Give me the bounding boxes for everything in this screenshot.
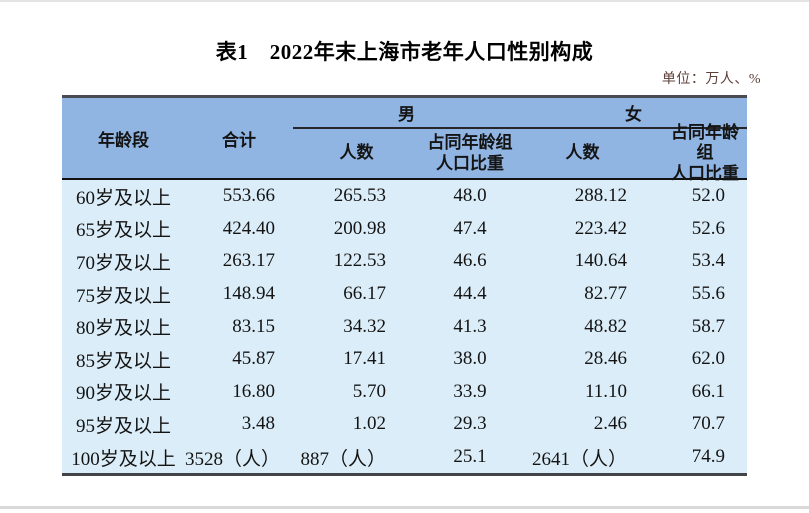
header-total: 合计 — [222, 130, 256, 150]
cell-male-share: 48.0 — [453, 185, 487, 207]
cell-total: 45.87 — [232, 348, 275, 370]
cell-age-group: 100岁及以上 — [71, 448, 176, 470]
cell-female-share: 74.9 — [691, 446, 725, 468]
header-male-share: 占同年龄组 人口比重 — [420, 129, 520, 178]
cell-total: 83.15 — [232, 315, 275, 337]
cell-age-group: 85岁及以上 — [75, 350, 171, 372]
cell-total: 148.94 — [222, 283, 275, 305]
cell-male-share: 29.3 — [453, 413, 487, 435]
cell-total: 263.17 — [222, 250, 275, 272]
cell-male-share: 47.4 — [453, 217, 487, 239]
cell-female-share: 55.6 — [691, 283, 725, 305]
page-bottom-edge — [0, 506, 809, 509]
cell-total: 3.48 — [241, 413, 275, 435]
cell-age-group: 70岁及以上 — [75, 252, 171, 274]
cell-male-count: 1.02 — [352, 413, 386, 435]
table-row: 90岁及以上 16.80 5.70 33.9 11.10 66.1 — [62, 376, 747, 409]
header-female-share-line1: 占同年龄组 — [671, 122, 739, 163]
table-title: 表1 2022年末上海市老年人口性别构成 — [215, 40, 594, 64]
page-top-edge — [0, 0, 809, 2]
cell-female-share: 66.1 — [691, 380, 725, 402]
table-row: 100岁及以上 3528（人） 887（人） 25.1 2641（人） 74.9 — [62, 441, 747, 474]
cell-male-share: 44.4 — [453, 283, 487, 305]
cell-total: 553.66 — [222, 185, 275, 207]
cell-female-share: 70.7 — [691, 413, 725, 435]
cell-age-group: 75岁及以上 — [75, 285, 171, 307]
header-male-share-line1: 占同年龄组 — [427, 133, 513, 153]
cell-female-share: 52.6 — [691, 217, 725, 239]
cell-male-count: 17.41 — [343, 348, 386, 370]
cell-total: 424.40 — [222, 217, 275, 239]
cell-female-count: 223.42 — [574, 217, 627, 239]
cell-age-group: 60岁及以上 — [75, 187, 171, 209]
cell-male-count: 265.53 — [333, 185, 386, 207]
cell-male-count: 200.98 — [333, 217, 386, 239]
cell-male-count: 122.53 — [333, 250, 386, 272]
cell-male-count: 5.70 — [352, 380, 386, 402]
cell-age-group: 80岁及以上 — [75, 318, 171, 340]
cell-female-share: 58.7 — [691, 315, 725, 337]
cell-male-count: 887（人） — [300, 448, 386, 470]
cell-female-share: 53.4 — [691, 250, 725, 272]
header-age-group: 年龄段 — [98, 130, 149, 150]
table-row: 65岁及以上 424.40 200.98 47.4 223.42 52.6 — [62, 213, 747, 246]
table-row: 70岁及以上 263.17 122.53 46.6 140.64 53.4 — [62, 245, 747, 278]
unit-note: 单位：万人、% — [661, 72, 761, 87]
cell-age-group: 65岁及以上 — [75, 220, 171, 242]
cell-female-count: 2641（人） — [531, 448, 627, 470]
header-female: 女 — [520, 98, 747, 129]
cell-male-share: 46.6 — [453, 250, 487, 272]
table-body: 60岁及以上 553.66 265.53 48.0 288.12 52.0 65… — [62, 180, 747, 474]
cell-female-count: 2.46 — [593, 413, 627, 435]
cell-age-group: 95岁及以上 — [75, 415, 171, 437]
cell-age-group: 90岁及以上 — [75, 383, 171, 405]
header-female-count: 人数 — [565, 143, 600, 163]
cell-total: 3528（人） — [185, 448, 281, 470]
cell-female-count: 288.12 — [574, 185, 627, 207]
table-row: 85岁及以上 45.87 17.41 38.0 28.46 62.0 — [62, 343, 747, 376]
header-male: 男 — [293, 98, 520, 129]
header-male-share-line2: 人口比重 — [436, 153, 504, 173]
cell-male-count: 34.32 — [343, 315, 386, 337]
header-male-count: 人数 — [339, 143, 374, 163]
table-row: 60岁及以上 553.66 265.53 48.0 288.12 52.0 — [62, 180, 747, 213]
cell-female-count: 82.77 — [584, 283, 627, 305]
cell-male-share: 33.9 — [453, 380, 487, 402]
cell-female-share: 62.0 — [691, 348, 725, 370]
cell-male-share: 38.0 — [453, 348, 487, 370]
cell-female-count: 28.46 — [584, 348, 627, 370]
table-row: 80岁及以上 83.15 34.32 41.3 48.82 58.7 — [62, 310, 747, 343]
cell-female-share: 52.0 — [691, 185, 725, 207]
cell-female-count: 48.82 — [584, 315, 627, 337]
header-female-share-line2: 人口比重 — [671, 163, 739, 183]
data-table: 年龄段 合计 男 女 人数 占同年龄组 人口比重 人数 占同年龄组 人口比重 6… — [62, 95, 747, 477]
table-row: 95岁及以上 3.48 1.02 29.3 2.46 70.7 — [62, 408, 747, 441]
cell-male-share: 25.1 — [453, 446, 487, 468]
cell-male-count: 66.17 — [343, 283, 386, 305]
cell-male-share: 41.3 — [453, 315, 487, 337]
cell-female-count: 11.10 — [584, 380, 627, 402]
header-female-share: 占同年龄组 人口比重 — [645, 123, 747, 183]
cell-total: 16.80 — [232, 380, 275, 402]
cell-female-count: 140.64 — [574, 250, 627, 272]
table-row: 75岁及以上 148.94 66.17 44.4 82.77 55.6 — [62, 278, 747, 311]
table-header: 年龄段 合计 男 女 人数 占同年龄组 人口比重 人数 占同年龄组 人口比重 — [62, 98, 747, 183]
